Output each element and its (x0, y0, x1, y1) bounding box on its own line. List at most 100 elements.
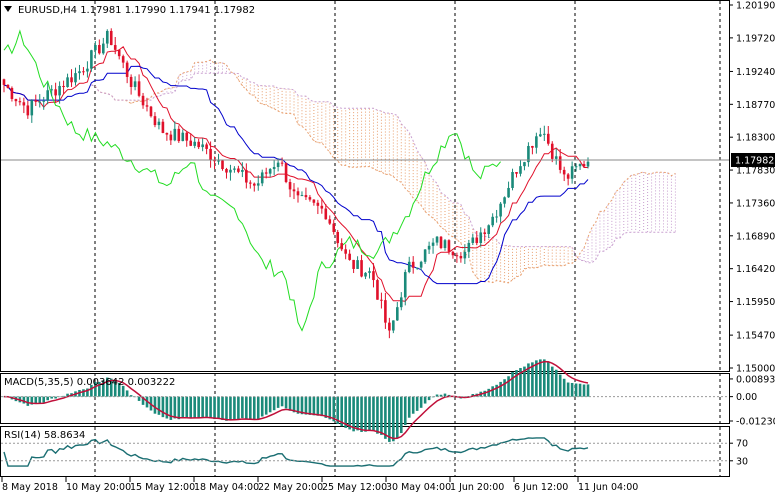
macd-bar (288, 396, 292, 411)
candlesticks (2, 28, 590, 339)
main-price-panel[interactable] (0, 0, 730, 372)
macd-bar (380, 396, 383, 435)
macd-bar (125, 390, 129, 397)
macd-bar (209, 396, 212, 419)
candle-body (201, 144, 204, 148)
rsi-panel[interactable] (0, 426, 730, 477)
candle-body (74, 73, 77, 83)
macd-bar (332, 396, 336, 422)
macd-bar (252, 396, 256, 420)
candle-body (109, 30, 113, 46)
candle-body (189, 140, 193, 146)
macd-bar (105, 377, 109, 397)
candle-body (491, 216, 494, 226)
candle-body (221, 160, 224, 170)
macd-bar (260, 396, 264, 417)
candle-body (332, 223, 336, 233)
macd-bar (82, 389, 85, 397)
macd-bar (213, 396, 216, 420)
macd-bar (153, 396, 157, 414)
candle-body (531, 145, 534, 148)
candle-body (503, 197, 506, 204)
candle-body (435, 236, 439, 243)
macd-bar (109, 378, 113, 397)
ichimoku-cloud (91, 59, 676, 284)
candle-body (2, 79, 6, 85)
macd-bar (181, 396, 185, 418)
candle-body (78, 71, 81, 74)
candle-body (117, 49, 121, 57)
candle-body (173, 128, 177, 141)
macd-tick-label: -0.012306 (736, 417, 775, 428)
candle-body (419, 261, 423, 268)
candle-body (288, 182, 292, 190)
candle-body (213, 159, 216, 162)
candle-body (384, 300, 387, 323)
macd-bar (58, 396, 61, 398)
macd-bar (356, 396, 359, 431)
candle-body (527, 145, 530, 163)
time-tick-label: 11 Jun 04:00 (578, 482, 638, 493)
candle-body (352, 259, 355, 269)
candle-body (479, 232, 483, 244)
macd-bar (539, 359, 542, 397)
macd-bar (121, 385, 125, 397)
macd-bar (129, 395, 133, 397)
macd-bar (515, 370, 518, 397)
macd-bar (435, 394, 439, 397)
macd-bar (86, 388, 89, 397)
macd-bar (205, 396, 208, 417)
price-axis: 1.20190 1.19720 1.19240 1.18770 1.18300 1.178… (729, 1, 775, 375)
candle-body (487, 225, 490, 234)
macd-bar (292, 396, 296, 413)
candle-body (209, 148, 212, 160)
macd-bar (50, 396, 53, 399)
candle-body (439, 236, 443, 249)
price-tick-label: 1.19240 (736, 67, 775, 78)
dropdown-triangle-icon[interactable] (4, 6, 12, 12)
candle-body (217, 160, 220, 162)
candle-body (316, 202, 320, 206)
macd-bar (193, 396, 196, 418)
price-tick-label: 1.16420 (736, 264, 775, 275)
candle-body (535, 136, 538, 148)
candle-body (90, 50, 93, 69)
candle-body (324, 208, 328, 220)
candle-body (554, 156, 558, 159)
candle-body (515, 172, 518, 174)
macd-bar (392, 396, 395, 442)
candle-body (256, 183, 260, 186)
macd-bar (177, 396, 181, 420)
macd-tick-label: 0.00 (736, 392, 757, 403)
macd-bar (229, 396, 232, 421)
macd-bar (189, 396, 193, 419)
candle-body (264, 172, 268, 174)
macd-bar (26, 396, 30, 406)
macd-bar (30, 396, 34, 405)
candle-body (566, 174, 570, 179)
candle-body (181, 132, 185, 142)
candle-body (225, 169, 228, 173)
candle-body (308, 197, 312, 200)
senkou-span-a (91, 59, 676, 284)
candle-body (102, 43, 105, 54)
candle-body (328, 219, 332, 224)
candle-body (260, 172, 264, 184)
candle-body (463, 251, 467, 259)
macd-bar (578, 383, 582, 397)
macd-bar (185, 396, 189, 418)
candle-body (376, 280, 379, 300)
macd-bar (264, 396, 268, 415)
candle-body (153, 116, 157, 126)
candle-body (272, 166, 276, 170)
candle-body (38, 101, 42, 103)
macd-bar (22, 396, 26, 404)
candle-body (157, 121, 161, 126)
macd-bar (316, 396, 320, 416)
candle-body (245, 169, 248, 183)
candle-body (296, 191, 300, 196)
candle-body (543, 133, 546, 135)
candle-body (348, 253, 351, 260)
